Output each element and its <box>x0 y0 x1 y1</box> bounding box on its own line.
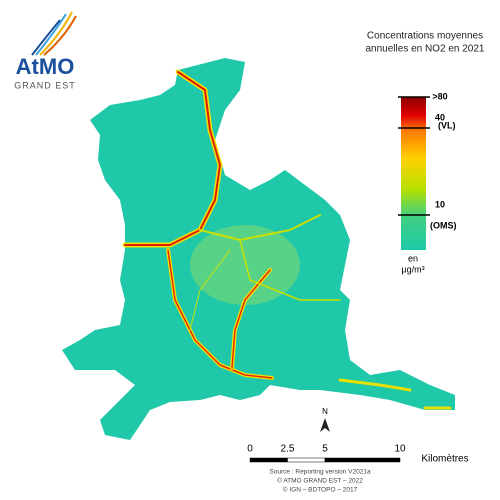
scale-unit: Kilomètres <box>421 454 468 465</box>
scale-label: 0 <box>247 444 253 455</box>
legend-note: (VL) <box>438 120 456 130</box>
scale-label: 5 <box>322 444 328 455</box>
legend-tick-label: >80 <box>432 91 447 101</box>
title-line: annuelles en NO2 en 2021 <box>366 44 485 55</box>
source: Source : Reporting version V2021a <box>269 469 371 476</box>
source: © ATMO GRAND EST – 2022 <box>277 477 363 485</box>
north-arrow <box>320 418 330 432</box>
legend-unit: en <box>408 253 418 263</box>
scale-bar: 0 2.5 5 10 <box>247 444 406 463</box>
urban-area <box>190 225 300 305</box>
scale-segment <box>287 457 326 463</box>
logo <box>31 11 77 56</box>
scale-segment <box>249 457 288 463</box>
legend: >80 40 10 <box>398 91 448 216</box>
scale-label: 10 <box>394 444 406 455</box>
legend-tick-label: 10 <box>435 199 445 209</box>
legend-tick-label: 40 <box>435 112 445 122</box>
source: © IGN – BDTOPO – 2017 <box>283 486 358 494</box>
north-label: N <box>322 407 328 416</box>
logo-region: GRAND EST <box>14 80 76 90</box>
title-line: Concentrations moyennes <box>367 31 483 42</box>
colorbar <box>401 97 426 250</box>
legend-note: (OMS) <box>430 220 457 230</box>
scale-segment <box>324 457 401 463</box>
scale-label: 2.5 <box>281 444 295 455</box>
logo-name: AtMO <box>16 54 75 79</box>
roads <box>122 69 452 410</box>
legend-unit: µg/m³ <box>401 264 424 274</box>
